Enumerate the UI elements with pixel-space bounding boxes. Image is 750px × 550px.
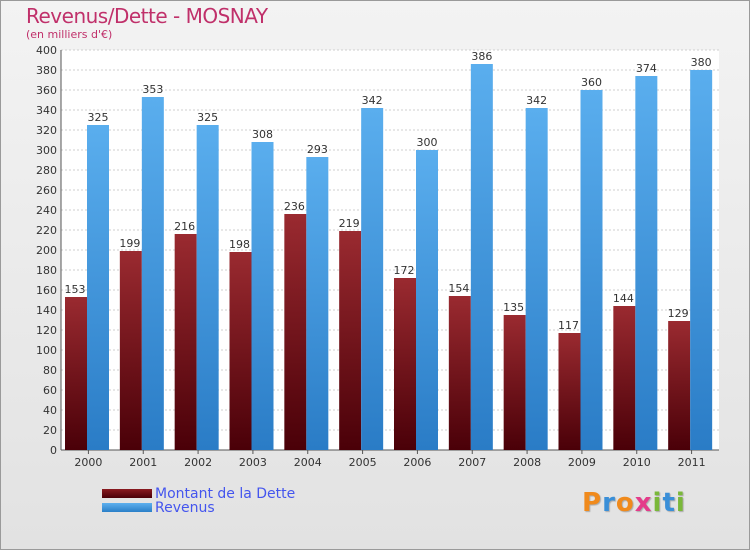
bar-revenus: [525, 108, 548, 450]
x-tick-label: 2011: [678, 456, 706, 469]
y-tick-label: 60: [43, 384, 57, 397]
data-label: 386: [471, 50, 492, 63]
y-tick-label: 100: [36, 344, 57, 357]
legend-label-revenus: Revenus: [155, 500, 215, 516]
data-label: 353: [142, 83, 163, 96]
bar-revenus: [196, 125, 219, 450]
bar-dette: [339, 231, 362, 450]
bar-dette: [503, 315, 526, 450]
y-tick-label: 260: [36, 184, 57, 197]
x-axis-ticks: 2000 2001 2002 2003 2004 2005 2006 2007 2008 2009…: [74, 450, 706, 469]
data-label: 153: [65, 283, 86, 296]
y-tick-label: 200: [36, 244, 57, 257]
data-label: 342: [362, 94, 383, 107]
x-tick-label: 2007: [458, 456, 486, 469]
data-label: 342: [526, 94, 547, 107]
data-labels: 153 325 199 353 216 325 198 308 236 293 219 342 172 3…: [65, 50, 712, 332]
gridlines: [60, 49, 719, 451]
y-tick-label: 40: [43, 404, 57, 417]
y-tick-label: 240: [36, 204, 57, 217]
data-label: 360: [581, 76, 602, 89]
y-tick-label: 380: [36, 64, 57, 77]
data-label: 219: [339, 217, 360, 230]
x-tick-label: 2005: [349, 456, 377, 469]
x-tick-label: 2010: [623, 456, 651, 469]
y-tick-label: 340: [36, 104, 57, 117]
data-label: 325: [197, 111, 218, 124]
chart-title: Revenus/Dette - MOSNAY: [26, 4, 268, 28]
y-tick-label: 180: [36, 264, 57, 277]
data-label: 216: [174, 220, 195, 233]
bar-revenus: [580, 90, 603, 450]
y-tick-label: 80: [43, 364, 57, 377]
bar-revenus: [416, 150, 438, 450]
x-tick-label: 2004: [294, 456, 322, 469]
bar-dette: [284, 214, 307, 450]
x-tick-label: 2006: [403, 456, 431, 469]
legend-swatch-dette: [102, 489, 152, 498]
data-label: 154: [448, 282, 469, 295]
bar-dette: [65, 297, 87, 450]
x-tick-label: 2000: [74, 456, 102, 469]
data-label: 198: [229, 238, 250, 251]
bar-dette: [448, 296, 471, 450]
bar-dette: [394, 278, 416, 450]
bar-dette: [229, 252, 252, 450]
data-label: 308: [252, 128, 273, 141]
data-label: 380: [691, 56, 712, 69]
bar-revenus: [141, 97, 164, 450]
data-label: 300: [417, 136, 438, 149]
y-tick-label: 20: [43, 424, 57, 437]
legend-label-dette: Montant de la Dette: [155, 486, 296, 502]
x-tick-label: 2002: [184, 456, 212, 469]
bar-dette: [613, 306, 636, 450]
y-tick-label: 140: [36, 304, 57, 317]
data-label: 172: [394, 264, 415, 277]
bar-revenus: [690, 70, 713, 450]
y-tick-label: 120: [36, 324, 57, 337]
data-label: 236: [284, 200, 305, 213]
bar-dette: [174, 234, 197, 450]
bars: [65, 64, 713, 450]
x-tick-label: 2001: [129, 456, 157, 469]
bar-dette: [668, 321, 691, 450]
data-label: 117: [558, 319, 579, 332]
y-tick-label: 320: [36, 124, 57, 137]
bar-dette: [558, 333, 581, 450]
bar-revenus: [635, 76, 658, 450]
data-label: 293: [307, 143, 328, 156]
proxiti-logo: Proxiti: [582, 488, 686, 518]
chart-subtitle: (en milliers d'€): [26, 28, 113, 41]
y-tick-label: 360: [36, 84, 57, 97]
data-label: 199: [119, 237, 140, 250]
x-tick-label: 2003: [239, 456, 267, 469]
data-label: 129: [668, 307, 689, 320]
bar-revenus: [470, 64, 493, 450]
y-tick-label: 160: [36, 284, 57, 297]
y-tick-label: 0: [50, 444, 57, 457]
x-tick-label: 2008: [513, 456, 541, 469]
data-label: 325: [88, 111, 109, 124]
data-label: 135: [503, 301, 524, 314]
data-label: 144: [613, 292, 634, 305]
data-label: 374: [636, 62, 657, 75]
y-tick-label: 400: [36, 44, 57, 57]
y-tick-label: 280: [36, 164, 57, 177]
bar-revenus: [306, 157, 329, 450]
bar-dette: [119, 251, 142, 450]
bar-revenus: [251, 142, 274, 450]
y-axis-ticks: 0 20 40 60 80 100 120 140 160 180 200 220 240 260 280 3…: [36, 44, 57, 457]
bar-revenus: [361, 108, 384, 450]
y-tick-label: 300: [36, 144, 57, 157]
bar-revenus: [87, 125, 109, 450]
y-tick-label: 220: [36, 224, 57, 237]
legend-swatch-revenus: [102, 503, 152, 512]
x-tick-label: 2009: [568, 456, 596, 469]
